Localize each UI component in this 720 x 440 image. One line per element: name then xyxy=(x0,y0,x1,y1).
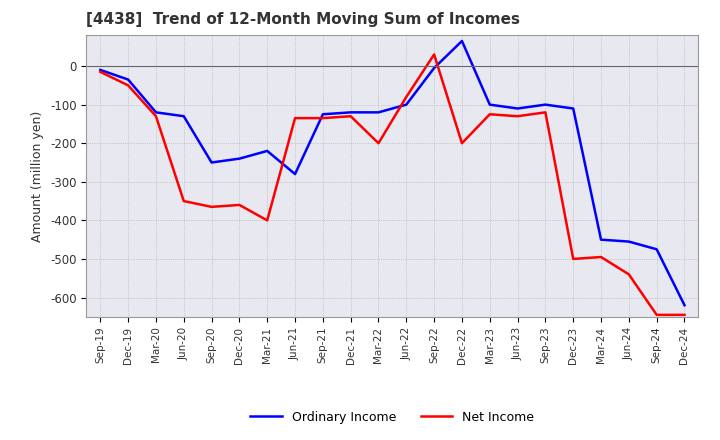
Ordinary Income xyxy=(318,112,327,117)
Net Income xyxy=(318,115,327,121)
Y-axis label: Amount (million yen): Amount (million yen) xyxy=(32,110,45,242)
Ordinary Income xyxy=(569,106,577,111)
Ordinary Income xyxy=(124,77,132,82)
Net Income xyxy=(263,218,271,223)
Net Income xyxy=(513,114,522,119)
Ordinary Income xyxy=(680,303,689,308)
Ordinary Income xyxy=(402,102,410,107)
Net Income xyxy=(652,312,661,318)
Ordinary Income xyxy=(291,172,300,177)
Net Income xyxy=(207,204,216,209)
Ordinary Income xyxy=(235,156,243,161)
Ordinary Income xyxy=(263,148,271,154)
Ordinary Income xyxy=(152,110,161,115)
Net Income xyxy=(124,83,132,88)
Net Income xyxy=(152,114,161,119)
Net Income xyxy=(346,114,355,119)
Ordinary Income xyxy=(346,110,355,115)
Net Income xyxy=(179,198,188,204)
Ordinary Income xyxy=(458,38,467,44)
Legend: Ordinary Income, Net Income: Ordinary Income, Net Income xyxy=(246,406,539,429)
Ordinary Income xyxy=(96,67,104,73)
Net Income xyxy=(235,202,243,208)
Ordinary Income xyxy=(624,239,633,244)
Net Income xyxy=(374,140,383,146)
Net Income xyxy=(96,69,104,74)
Net Income xyxy=(569,256,577,261)
Ordinary Income xyxy=(541,102,550,107)
Ordinary Income xyxy=(652,247,661,252)
Net Income xyxy=(624,272,633,277)
Ordinary Income xyxy=(597,237,606,242)
Line: Net Income: Net Income xyxy=(100,55,685,315)
Net Income xyxy=(458,140,467,146)
Net Income xyxy=(291,115,300,121)
Net Income xyxy=(597,254,606,260)
Net Income xyxy=(430,52,438,57)
Text: [4438]  Trend of 12-Month Moving Sum of Incomes: [4438] Trend of 12-Month Moving Sum of I… xyxy=(86,12,521,27)
Ordinary Income xyxy=(374,110,383,115)
Ordinary Income xyxy=(513,106,522,111)
Ordinary Income xyxy=(485,102,494,107)
Ordinary Income xyxy=(207,160,216,165)
Net Income xyxy=(485,112,494,117)
Ordinary Income xyxy=(179,114,188,119)
Net Income xyxy=(402,94,410,99)
Net Income xyxy=(541,110,550,115)
Ordinary Income xyxy=(430,66,438,71)
Net Income xyxy=(680,312,689,318)
Line: Ordinary Income: Ordinary Income xyxy=(100,41,685,305)
